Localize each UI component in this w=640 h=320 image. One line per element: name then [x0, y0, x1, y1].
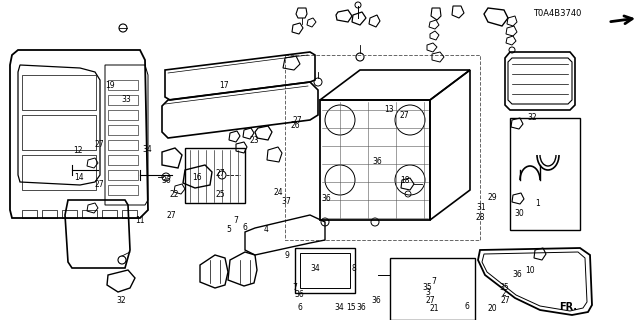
Text: 26: 26	[291, 121, 301, 130]
Text: 14: 14	[74, 173, 84, 182]
Text: 36: 36	[371, 296, 381, 305]
Bar	[108, 170, 138, 180]
Text: 20: 20	[488, 304, 498, 313]
Bar	[82, 210, 97, 218]
Text: 34: 34	[310, 264, 321, 273]
Bar	[108, 80, 138, 90]
Text: 36: 36	[372, 157, 383, 166]
Text: 13: 13	[384, 105, 394, 114]
Bar	[185, 148, 245, 203]
Bar	[108, 125, 138, 135]
Text: 25: 25	[216, 190, 226, 199]
Text: 30: 30	[515, 209, 525, 218]
Text: 27: 27	[500, 296, 511, 305]
Text: 15: 15	[346, 303, 356, 312]
Text: 34: 34	[334, 303, 344, 312]
Text: 6: 6	[465, 302, 470, 311]
Text: 27: 27	[216, 169, 226, 178]
Text: 36: 36	[356, 303, 366, 312]
Text: 10: 10	[525, 266, 535, 275]
Text: 2: 2	[502, 289, 507, 298]
Text: 21: 21	[429, 304, 438, 313]
Bar	[108, 140, 138, 150]
Text: 4: 4	[263, 225, 268, 234]
Text: 7: 7	[292, 284, 297, 292]
Text: 5: 5	[227, 225, 232, 234]
Bar	[22, 155, 96, 190]
Text: 18: 18	[400, 176, 409, 185]
Text: 32: 32	[527, 113, 538, 122]
Bar	[22, 115, 96, 150]
Text: 27: 27	[94, 180, 104, 188]
Text: FR.: FR.	[559, 302, 577, 312]
Text: 8: 8	[351, 264, 356, 273]
Text: 27: 27	[425, 296, 435, 305]
Text: 37: 37	[282, 197, 292, 206]
Text: 36: 36	[512, 270, 522, 279]
Bar	[108, 155, 138, 165]
Text: 36: 36	[321, 194, 332, 203]
Text: 22: 22	[170, 190, 179, 199]
Bar	[108, 110, 138, 120]
Text: 29: 29	[488, 193, 498, 202]
Text: 7: 7	[233, 216, 238, 225]
Text: 33: 33	[122, 95, 132, 104]
Text: 35: 35	[422, 283, 433, 292]
Text: 27: 27	[292, 116, 303, 124]
Text: T0A4B3740: T0A4B3740	[532, 9, 581, 18]
Text: 35: 35	[499, 284, 509, 292]
Text: 31: 31	[476, 203, 486, 212]
Bar	[300, 253, 350, 288]
Text: 6: 6	[243, 223, 248, 232]
Text: 19: 19	[105, 81, 115, 90]
Text: 27: 27	[94, 140, 104, 149]
Text: 17: 17	[219, 81, 229, 90]
Bar	[102, 210, 117, 218]
Text: 3: 3	[425, 288, 430, 297]
Text: 23: 23	[250, 136, 260, 145]
Bar	[108, 185, 138, 195]
Text: 7: 7	[431, 277, 436, 286]
Text: 11: 11	[135, 216, 144, 225]
Text: 16: 16	[192, 173, 202, 182]
Text: 28: 28	[476, 213, 484, 222]
Text: 32: 32	[116, 296, 127, 305]
Text: 1: 1	[535, 199, 540, 208]
Bar	[62, 210, 77, 218]
Text: 27: 27	[399, 111, 410, 120]
Text: 9: 9	[284, 252, 289, 260]
Bar	[22, 75, 96, 110]
Bar	[22, 210, 37, 218]
Text: 36: 36	[294, 290, 305, 299]
Text: 12: 12	[74, 146, 83, 155]
Text: 36: 36	[161, 176, 172, 185]
Text: 27: 27	[166, 211, 177, 220]
Bar	[42, 210, 57, 218]
Bar	[390, 258, 475, 320]
Text: 24: 24	[273, 188, 284, 196]
Bar	[108, 95, 138, 105]
Bar	[122, 210, 137, 218]
Text: 34: 34	[142, 145, 152, 154]
Bar	[295, 248, 355, 293]
Text: 6: 6	[297, 303, 302, 312]
